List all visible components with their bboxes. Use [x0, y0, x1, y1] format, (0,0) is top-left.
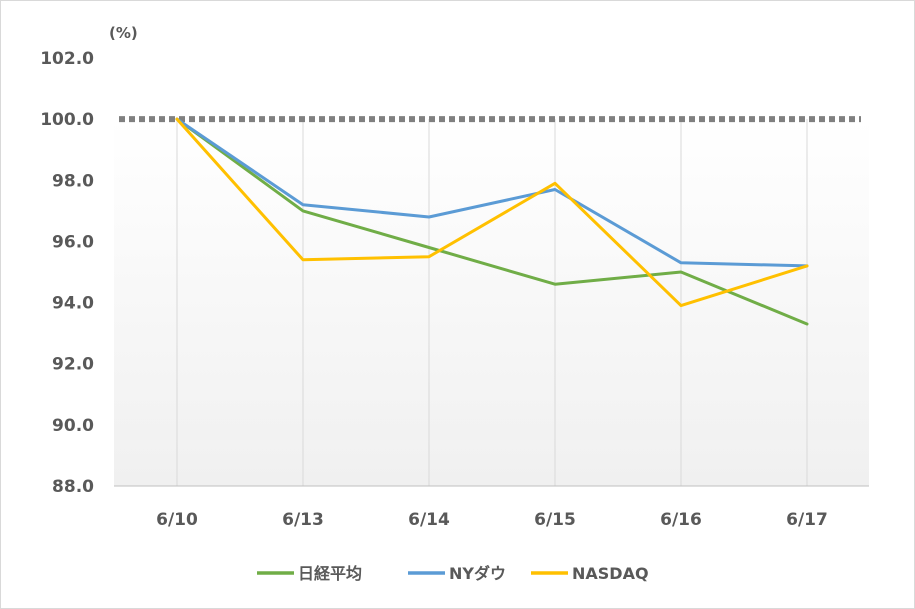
- legend-label: NYダウ: [449, 564, 506, 583]
- plot-area: [114, 119, 869, 486]
- series-line: [175, 117, 809, 326]
- y-tick-label: 94.0: [52, 294, 94, 314]
- y-tick-label: 92.0: [52, 355, 94, 375]
- y-unit-label: (%): [109, 24, 138, 42]
- y-tick-label: 102.0: [40, 49, 94, 69]
- legend-label: NASDAQ: [572, 564, 649, 583]
- x-tick-label: 6/15: [534, 510, 576, 530]
- x-tick-label: 6/17: [786, 510, 828, 530]
- x-tick-label: 6/16: [660, 510, 702, 530]
- y-tick-label: 98.0: [52, 171, 94, 191]
- x-tick-label: 6/13: [282, 510, 324, 530]
- series-line: [175, 117, 809, 308]
- y-tick-label: 88.0: [52, 477, 94, 497]
- y-tick-label: 100.0: [40, 110, 94, 130]
- x-tick-label: 6/14: [408, 510, 450, 530]
- y-tick-label: 90.0: [52, 416, 94, 436]
- legend-label: 日経平均: [298, 564, 362, 583]
- y-tick-label: 96.0: [52, 232, 94, 252]
- series-line: [175, 117, 809, 268]
- x-tick-label: 6/10: [156, 510, 198, 530]
